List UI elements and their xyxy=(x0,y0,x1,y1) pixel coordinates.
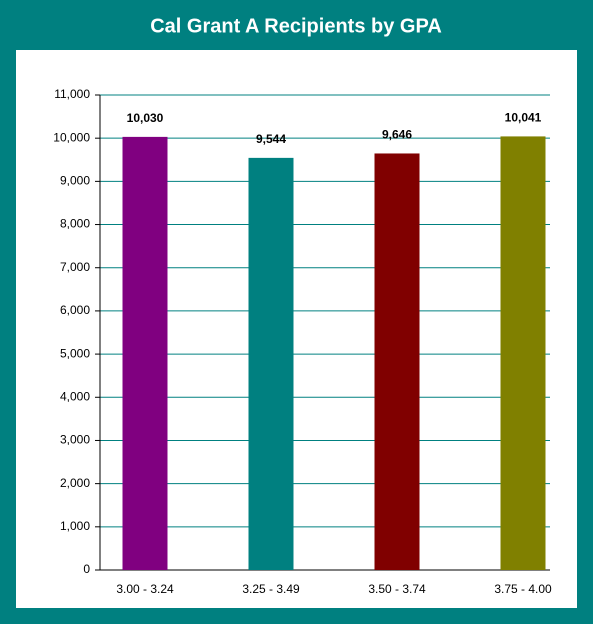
y-tick-label: 3,000 xyxy=(60,433,90,447)
value-label: 9,544 xyxy=(256,132,286,146)
plot-panel xyxy=(16,50,577,608)
y-tick-label: 5,000 xyxy=(60,346,90,360)
y-tick-label: 2,000 xyxy=(60,476,90,490)
value-label: 9,646 xyxy=(382,128,412,142)
bar xyxy=(374,153,420,570)
y-tick-label: 0 xyxy=(83,562,90,576)
y-tick-label: 10,000 xyxy=(53,130,90,144)
y-tick-label: 9,000 xyxy=(60,174,90,188)
value-label: 10,030 xyxy=(127,111,164,125)
y-tick-label: 7,000 xyxy=(60,260,90,274)
y-tick-label: 8,000 xyxy=(60,217,90,231)
x-tick-label: 3.00 - 3.24 xyxy=(116,582,174,596)
y-tick-label: 11,000 xyxy=(54,87,90,101)
x-tick-label: 3.75 - 4.00 xyxy=(494,582,552,596)
bar xyxy=(500,136,546,570)
bar xyxy=(248,157,294,570)
chart-title: Cal Grant A Recipients by GPA xyxy=(150,15,442,37)
x-tick-label: 3.50 - 3.74 xyxy=(368,582,426,596)
bar xyxy=(122,136,168,571)
x-tick-label: 3.25 - 3.49 xyxy=(242,582,300,596)
y-tick-label: 6,000 xyxy=(60,303,90,317)
value-label: 10,041 xyxy=(505,111,542,125)
y-tick-label: 1,000 xyxy=(60,519,90,533)
y-tick-label: 4,000 xyxy=(60,389,90,403)
